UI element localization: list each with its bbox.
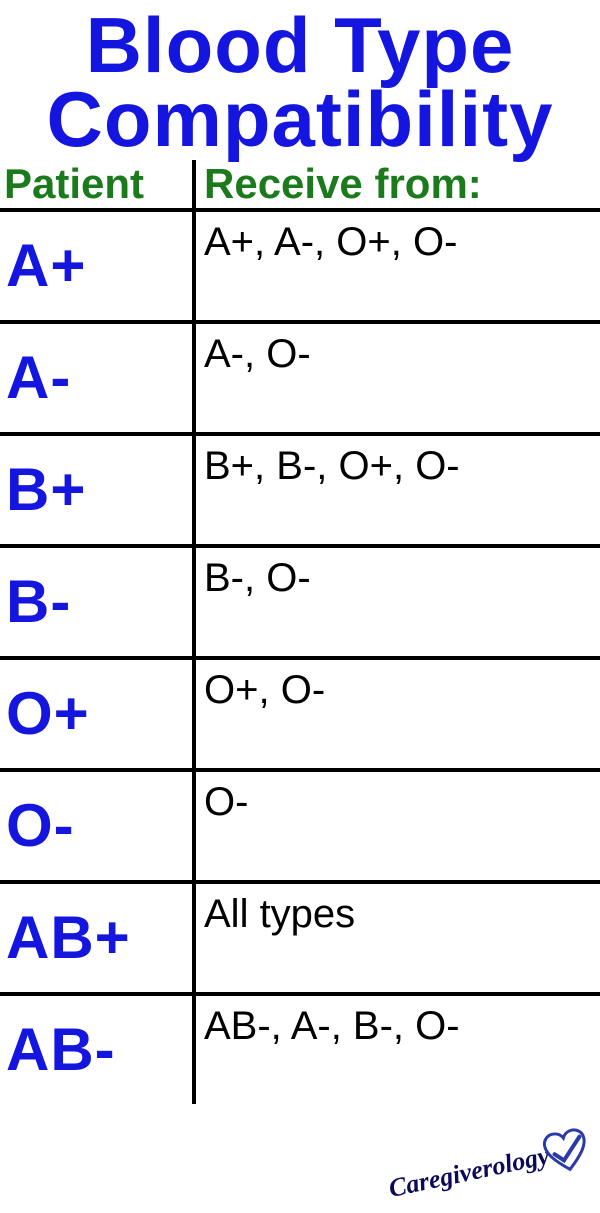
table-row: A- A-, O-: [0, 320, 600, 432]
receive-types: B-, O-: [192, 548, 600, 656]
patient-type: B-: [0, 572, 192, 632]
header-patient: Patient: [0, 160, 192, 208]
table-headers: Patient Receive from:: [0, 160, 600, 208]
table-row: B- B-, O-: [0, 544, 600, 656]
table-row: O- O-: [0, 768, 600, 880]
header-receive: Receive from:: [192, 160, 600, 208]
patient-type: A+: [0, 236, 192, 296]
brand-logo: Caregiverology: [384, 1123, 595, 1213]
receive-types: O+, O-: [192, 660, 600, 768]
receive-types: A+, A-, O+, O-: [192, 212, 600, 320]
patient-type: AB-: [0, 1020, 192, 1080]
heart-check-icon: [538, 1123, 595, 1180]
table-row: A+ A+, A-, O+, O-: [0, 208, 600, 320]
patient-type: AB+: [0, 908, 192, 968]
table-row: AB- AB-, A-, B-, O-: [0, 992, 600, 1104]
patient-type: A-: [0, 348, 192, 408]
table-row: B+ B+, B-, O+, O-: [0, 432, 600, 544]
patient-type: O-: [0, 796, 192, 856]
table-row: AB+ All types: [0, 880, 600, 992]
patient-type: O+: [0, 684, 192, 744]
receive-types: All types: [192, 884, 600, 992]
receive-types: AB-, A-, B-, O-: [192, 996, 600, 1104]
compatibility-table: A+ A+, A-, O+, O- A- A-, O- B+ B+, B-, O…: [0, 208, 600, 1104]
patient-type: B+: [0, 460, 192, 520]
logo-text: Caregiverology: [386, 1141, 552, 1204]
receive-types: B+, B-, O+, O-: [192, 436, 600, 544]
receive-types: A-, O-: [192, 324, 600, 432]
table-row: O+ O+, O-: [0, 656, 600, 768]
receive-types: O-: [192, 772, 600, 880]
page-title: Blood Type Compatibility: [0, 0, 600, 160]
